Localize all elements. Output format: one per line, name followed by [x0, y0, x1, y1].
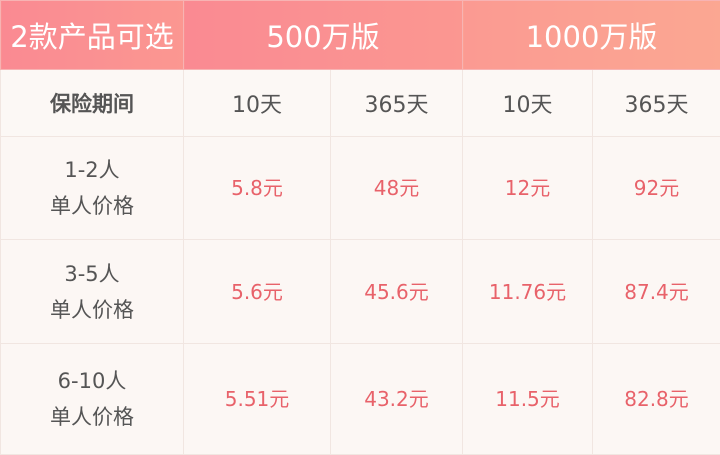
price-cell: 87.4元: [593, 240, 720, 344]
table-row: 6-10人单人价格 5.51元 43.2元 11.5元 82.8元: [1, 344, 720, 455]
period-cell: 365天: [331, 70, 463, 137]
header-row: 2款产品可选 500万版 1000万版: [1, 1, 720, 70]
price-cell: 43.2元: [331, 344, 463, 455]
group-size: 1-2人: [1, 152, 183, 188]
group-label: 6-10人单人价格: [1, 344, 184, 455]
group-size: 6-10人: [1, 363, 183, 399]
group-size: 3-5人: [1, 256, 183, 292]
group-desc: 单人价格: [1, 292, 183, 328]
period-label: 保险期间: [1, 70, 184, 137]
table-row: 1-2人单人价格 5.8元 48元 12元 92元: [1, 137, 720, 240]
period-cell: 10天: [184, 70, 331, 137]
price-cell: 48元: [331, 137, 463, 240]
period-cell: 10天: [463, 70, 593, 137]
period-cell: 365天: [593, 70, 720, 137]
plan-1000w: 1000万版: [463, 1, 720, 70]
group-label: 1-2人单人价格: [1, 137, 184, 240]
price-cell: 45.6元: [331, 240, 463, 344]
price-cell: 5.6元: [184, 240, 331, 344]
price-cell: 11.76元: [463, 240, 593, 344]
group-label: 3-5人单人价格: [1, 240, 184, 344]
price-cell: 5.51元: [184, 344, 331, 455]
period-row: 保险期间 10天 365天 10天 365天: [1, 70, 720, 137]
price-cell: 92元: [593, 137, 720, 240]
plan-500w: 500万版: [184, 1, 463, 70]
table-row: 3-5人单人价格 5.6元 45.6元 11.76元 87.4元: [1, 240, 720, 344]
price-cell: 5.8元: [184, 137, 331, 240]
group-desc: 单人价格: [1, 188, 183, 224]
products-title: 2款产品可选: [1, 1, 184, 70]
price-cell: 11.5元: [463, 344, 593, 455]
group-desc: 单人价格: [1, 399, 183, 435]
price-cell: 82.8元: [593, 344, 720, 455]
price-cell: 12元: [463, 137, 593, 240]
